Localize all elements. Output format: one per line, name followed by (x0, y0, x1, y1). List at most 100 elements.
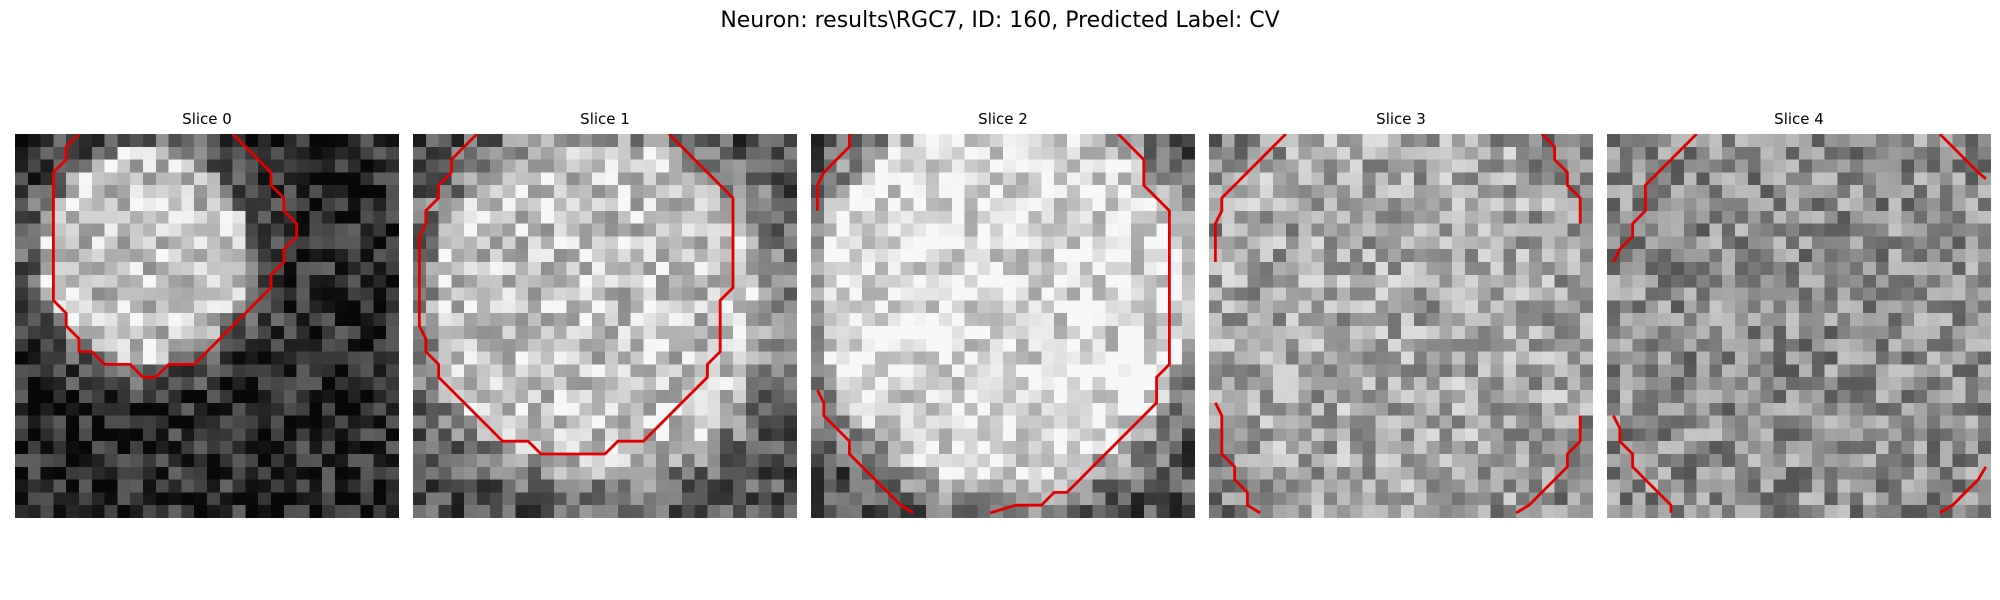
pixel (360, 454, 374, 468)
pixel (811, 454, 825, 468)
pixel (1465, 134, 1479, 148)
pixel (155, 338, 169, 352)
pixel (194, 454, 208, 468)
pixel (643, 454, 657, 468)
pixel (1645, 390, 1659, 404)
pixel (1824, 274, 1838, 288)
pixel (1901, 364, 1915, 378)
pixel (1850, 364, 1864, 378)
pixel (1092, 326, 1106, 340)
pixel (553, 428, 567, 442)
pixel (836, 198, 850, 212)
pixel (1015, 466, 1029, 480)
pixel (1477, 377, 1491, 391)
pixel (1837, 262, 1851, 276)
pixel (1722, 454, 1736, 468)
pixel (1337, 223, 1351, 237)
pixel (1003, 428, 1017, 442)
pixel (1875, 351, 1889, 365)
pixel (1362, 223, 1376, 237)
pixel (1143, 198, 1157, 212)
pixel (656, 377, 670, 391)
pixel (1375, 274, 1389, 288)
pixel (1773, 198, 1787, 212)
pixel (1914, 287, 1928, 301)
pixel (1182, 185, 1195, 199)
pixel (1696, 402, 1710, 416)
pixel (1260, 326, 1274, 340)
pixel (1503, 428, 1517, 442)
pixel (836, 338, 850, 352)
pixel (438, 338, 452, 352)
pixel (1362, 185, 1376, 199)
pixel (1477, 198, 1491, 212)
pixel (630, 326, 644, 340)
pixel (91, 300, 105, 314)
pixel (464, 185, 478, 199)
pixel (669, 159, 683, 173)
pixel (1965, 223, 1979, 237)
pixel (1978, 326, 1991, 340)
pixel (27, 236, 41, 250)
pixel (386, 492, 399, 506)
pixel (900, 300, 914, 314)
pixel (117, 402, 131, 416)
pixel (1247, 492, 1261, 506)
pixel (219, 274, 233, 288)
pixel (1850, 441, 1864, 455)
pixel (1260, 402, 1274, 416)
pixel (1054, 428, 1068, 442)
pixel (900, 313, 914, 327)
pixel (1850, 505, 1864, 518)
pixel (1696, 351, 1710, 365)
pixel (1156, 377, 1170, 391)
pixel (1311, 326, 1325, 340)
pixel (1901, 313, 1915, 327)
pixel (707, 441, 721, 455)
pixel (1311, 454, 1325, 468)
pixel (1888, 428, 1902, 442)
pixel (258, 505, 272, 518)
pixel (1632, 172, 1646, 186)
pixel (720, 492, 734, 506)
pixel (1773, 390, 1787, 404)
pixel (541, 223, 555, 237)
pixel (296, 428, 310, 442)
pixel (117, 390, 131, 404)
pixel (951, 210, 965, 224)
pixel (181, 454, 195, 468)
pixel (309, 377, 323, 391)
pixel (875, 287, 889, 301)
pixel (964, 185, 978, 199)
pixel (836, 441, 850, 455)
pixel (1927, 236, 1941, 250)
pixel (271, 313, 285, 327)
pixel (1965, 210, 1979, 224)
pixel (1837, 198, 1851, 212)
pixel (207, 454, 221, 468)
pixel (1337, 262, 1351, 276)
pixel (1837, 441, 1851, 455)
pixel (1015, 326, 1029, 340)
pixel (515, 172, 529, 186)
pixel (360, 146, 374, 160)
pixel (1735, 326, 1749, 340)
pixel (939, 134, 953, 148)
pixel (900, 402, 914, 416)
pixel (66, 159, 80, 173)
pixel (1260, 505, 1274, 518)
pixel (1079, 351, 1093, 365)
pixel (617, 338, 631, 352)
pixel (1850, 287, 1864, 301)
pixel (1388, 300, 1402, 314)
pixel (219, 479, 233, 493)
pixel (1105, 262, 1119, 276)
pixel (643, 479, 657, 493)
pixel (373, 236, 387, 250)
pixel (1041, 377, 1055, 391)
pixel (1298, 249, 1312, 263)
pixel (1465, 377, 1479, 391)
pixel (425, 300, 439, 314)
pixel (528, 274, 542, 288)
pixel (155, 172, 169, 186)
